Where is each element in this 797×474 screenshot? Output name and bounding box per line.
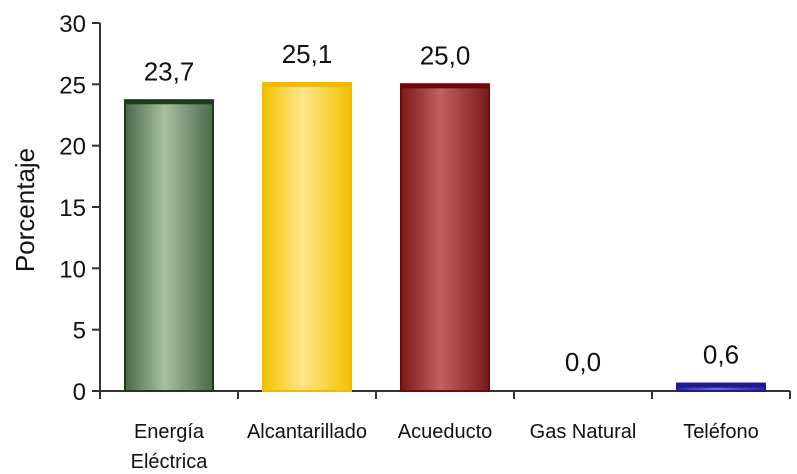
y-tick-label: 0 xyxy=(73,379,86,406)
data-label: 23,7 xyxy=(144,56,195,86)
data-labels: 23,7 25,1 25,0 0,0 0,6 xyxy=(144,39,739,377)
y-tick-label: 30 xyxy=(59,11,86,38)
y-tick-label: 10 xyxy=(59,256,86,283)
data-label: 0,6 xyxy=(703,340,739,370)
y-tick-label: 25 xyxy=(59,72,86,99)
bar-cap xyxy=(125,99,213,105)
x-category-label: Gas Natural xyxy=(530,421,637,443)
y-tick-label: 5 xyxy=(73,318,86,345)
data-label: 25,1 xyxy=(282,39,333,69)
y-tick-label: 15 xyxy=(59,195,86,222)
bar-cap xyxy=(401,83,489,89)
data-label: 25,0 xyxy=(420,40,471,70)
bars xyxy=(124,82,766,393)
x-category-label: Acueducto xyxy=(398,421,493,443)
bar xyxy=(262,82,352,393)
y-axis-title: Porcentaje xyxy=(10,148,40,272)
bar-cap xyxy=(263,82,351,88)
x-category-label: Energía Eléctrica xyxy=(131,421,209,473)
bar-cap xyxy=(677,382,765,388)
x-category-label: Alcantarillado xyxy=(247,421,367,443)
x-axis: Energía Eléctrica Alcantarillado Acueducto G… xyxy=(99,390,791,473)
x-category-label: Teléfono xyxy=(683,421,759,443)
y-axis: 0 5 10 15 20 25 30 xyxy=(59,11,101,406)
y-tick-label: 20 xyxy=(59,134,86,161)
bar xyxy=(124,99,214,392)
bar xyxy=(400,83,490,392)
data-label: 0,0 xyxy=(565,347,601,377)
